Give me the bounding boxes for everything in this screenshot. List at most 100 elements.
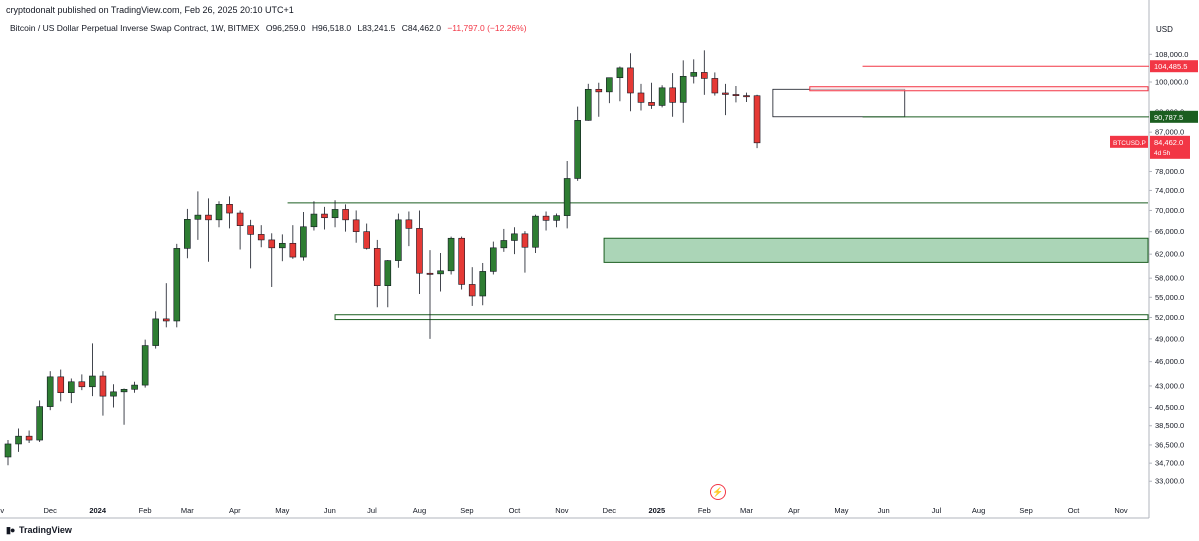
candle-body-9	[99, 375, 107, 397]
symbol-legend: Bitcoin / US Dollar Perpetual Inverse Sw…	[10, 23, 531, 33]
x-tick-label-13: Dec	[603, 506, 617, 515]
x-tick-label-2: 2024	[89, 506, 107, 515]
upper-range-box	[772, 88, 906, 118]
y-tick-label-15: 40,500.0	[1155, 403, 1184, 412]
candle-body-18	[194, 214, 202, 220]
candle-body-20	[215, 204, 223, 221]
ohlc-change: −11,797.0 (−12.26%)	[447, 23, 527, 33]
candle-body-22	[236, 212, 244, 226]
candle-body-23	[247, 225, 254, 235]
candle-body-19	[205, 214, 212, 221]
candle-body-63	[669, 87, 676, 103]
ohlc-close: C84,462.0	[401, 23, 441, 33]
candle-body-69	[732, 94, 740, 96]
x-tick-label-16: Mar	[740, 506, 753, 515]
candle-body-4	[46, 376, 54, 407]
candle-body-39	[416, 228, 423, 274]
x-tick-label-21: Aug	[972, 506, 985, 515]
candle-body-40	[426, 272, 434, 275]
tradingview-mark-icon: ▮●	[6, 525, 15, 535]
candle-body-12	[131, 384, 138, 390]
y-tick-label-5: 74,000.0	[1155, 186, 1184, 195]
candle-body-30	[321, 213, 328, 219]
candle-body-26	[278, 242, 286, 249]
bar-countdown-label: 4d 5h	[1154, 150, 1171, 157]
candle-body-59	[627, 67, 634, 94]
candle-body-54	[574, 120, 582, 179]
candle-body-38	[405, 219, 413, 229]
candle-body-35	[373, 248, 381, 286]
symbol-title[interactable]: Bitcoin / US Dollar Perpetual Inverse Sw…	[10, 23, 260, 33]
candle-body-62	[658, 87, 666, 106]
candle-body-52	[553, 215, 560, 221]
candle-body-43	[458, 237, 465, 285]
candle-body-66	[700, 72, 708, 79]
candle-body-53	[563, 178, 571, 216]
y-tick-label-12: 49,000.0	[1155, 334, 1184, 343]
candle-body-2	[25, 435, 33, 441]
candle-body-29	[310, 213, 318, 228]
symbol-tag-label: BTCUSD.P	[1113, 140, 1146, 147]
candle-body-45	[479, 271, 487, 297]
x-tick-label-1: Dec	[44, 506, 58, 515]
support-52k	[334, 314, 1149, 321]
candle-body-13	[141, 345, 149, 386]
candle-body-37	[395, 219, 402, 261]
x-tick-label-4: Mar	[181, 506, 194, 515]
x-tick-label-11: Oct	[509, 506, 522, 515]
y-tick-label-19: 33,000.0	[1155, 477, 1184, 486]
candle-body-25	[268, 239, 276, 249]
candle-body-50	[532, 215, 539, 248]
ohlc-high: H96,518.0	[311, 23, 352, 33]
candle-body-6	[68, 381, 75, 393]
candle-body-27	[289, 242, 297, 258]
x-tick-label-22: Sep	[1019, 506, 1032, 515]
candle-body-64	[679, 75, 687, 103]
x-tick-label-23: Oct	[1068, 506, 1081, 515]
y-tick-label-11: 52,000.0	[1155, 313, 1184, 322]
x-tick-label-24: Nov	[1114, 506, 1128, 515]
candle-body-46	[489, 247, 497, 272]
candle-body-44	[468, 284, 476, 297]
y-tick-label-9: 58,000.0	[1155, 274, 1184, 283]
candle-body-60	[637, 92, 645, 103]
candle-body-1	[15, 435, 22, 445]
x-tick-label-14: 2025	[648, 506, 665, 515]
last-price-box	[1150, 135, 1190, 159]
candle-body-28	[300, 226, 307, 258]
candle-body-55	[584, 88, 592, 121]
y-tick-label-0: 108,000.0	[1155, 50, 1188, 59]
currency-label: USD	[1156, 25, 1173, 34]
y-tick-label-10: 55,000.0	[1155, 293, 1184, 302]
candle-body-21	[226, 204, 233, 214]
x-tick-label-10: Sep	[460, 506, 473, 515]
symbol-tag-box	[1110, 135, 1148, 148]
support-level-axis-box	[1150, 110, 1198, 123]
x-tick-label-9: Aug	[413, 506, 426, 515]
y-tick-label-13: 46,000.0	[1155, 357, 1184, 366]
candle-body-3	[36, 406, 43, 441]
candle-body-49	[521, 233, 529, 248]
x-tick-label-20: Jul	[932, 506, 942, 515]
brand-label: TradingView	[19, 525, 72, 535]
x-tick-label-15: Feb	[698, 506, 711, 515]
lightning-icon[interactable]: ⚡	[710, 484, 726, 500]
tradingview-logo: ▮● TradingView	[6, 525, 72, 536]
y-tick-label-16: 38,500.0	[1155, 421, 1184, 430]
y-tick-label-17: 36,500.0	[1155, 440, 1184, 449]
candle-body-8	[89, 375, 96, 388]
candle-body-11	[120, 388, 128, 393]
candle-body-51	[542, 215, 550, 221]
x-tick-label-3: Feb	[139, 506, 152, 515]
candle-body-48	[511, 233, 518, 241]
candle-body-32	[342, 209, 349, 221]
candle-body-68	[722, 92, 729, 95]
x-tick-label-12: Nov	[555, 506, 569, 515]
x-tick-label-18: May	[834, 506, 848, 515]
x-tick-label-0: Nov	[0, 506, 4, 515]
y-tick-label-8: 62,000.0	[1155, 250, 1184, 259]
x-tick-label-5: Apr	[229, 506, 241, 515]
resistance-level-axis-box	[1150, 60, 1198, 73]
support-level-axis-label: 90,787.5	[1154, 113, 1183, 122]
